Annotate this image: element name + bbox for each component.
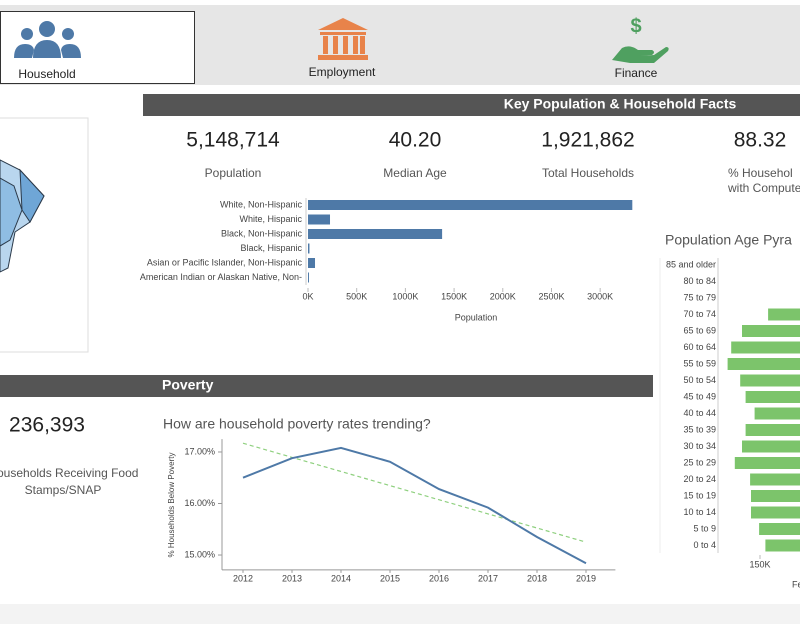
bar	[751, 506, 800, 519]
y-axis-label: % Households Below Poverty	[167, 453, 176, 558]
category-label: Black, Hispanic	[240, 243, 302, 253]
category-label: 50 to 54	[683, 375, 716, 385]
stat-value: 1,921,862	[541, 129, 634, 152]
bar	[751, 490, 800, 502]
x-tick-label: 2016	[429, 573, 449, 583]
x-tick-label: 2012	[233, 573, 253, 583]
bar	[745, 424, 800, 436]
x-tick-label: 2000K	[490, 291, 516, 301]
x-tick-label: 150K	[749, 559, 770, 569]
finance-icon: $	[612, 15, 669, 63]
map	[0, 159, 45, 273]
category-label: 70 to 74	[683, 309, 716, 319]
bar	[727, 358, 800, 370]
bar	[308, 200, 633, 210]
employment-icon	[318, 18, 368, 60]
bar	[740, 374, 800, 387]
x-tick-label: 2017	[478, 573, 498, 583]
category-label: White, Non-Hispanic	[220, 199, 303, 209]
chart-title: Population Age Pyra	[665, 232, 792, 248]
category-label: 20 to 24	[683, 474, 716, 484]
category-label: American Indian or Alaskan Native, Non-	[140, 272, 302, 282]
category-label: Black, Non-Hispanic	[221, 228, 303, 238]
x-tick-label: 2013	[282, 573, 302, 583]
stat-value: 40.20	[389, 129, 442, 152]
x-tick-label: 2019	[576, 573, 596, 583]
category-label: 75 to 79	[683, 292, 716, 302]
category-label: 45 to 49	[683, 391, 716, 401]
category-label: 55 to 59	[683, 358, 716, 368]
stat-value: 5,148,714	[186, 129, 280, 152]
x-tick-label: 0K	[302, 291, 313, 301]
x-axis-label: Fe	[792, 579, 800, 589]
category-label: 10 to 14	[683, 507, 716, 517]
stat-label: with Compute	[727, 181, 800, 195]
svg-text:$: $	[630, 15, 641, 37]
y-tick-label: 17.00%	[184, 446, 215, 456]
stat-label: Median Age	[383, 166, 447, 180]
stat-value: 236,393	[9, 414, 85, 437]
x-axis-label: Population	[455, 312, 498, 322]
bar	[742, 440, 800, 453]
category-label: 30 to 34	[683, 441, 716, 451]
x-tick-label: 3000K	[587, 291, 613, 301]
panel	[0, 0, 800, 604]
category-label: 35 to 39	[683, 424, 716, 434]
category-label: 15 to 19	[683, 490, 716, 500]
category-label: 85 and older	[666, 259, 716, 269]
section-title: Poverty	[162, 377, 214, 393]
x-tick-label: 1500K	[441, 291, 467, 301]
section-header	[0, 375, 653, 397]
section-header	[143, 94, 800, 116]
stat-label: % Househol	[728, 166, 793, 180]
bar	[754, 407, 800, 420]
category-label: 5 to 9	[693, 523, 716, 533]
household-icon	[14, 21, 81, 58]
stat-label: Population	[205, 166, 262, 180]
bar	[745, 391, 800, 403]
nav-tab[interactable]: Employment	[309, 65, 376, 79]
x-tick-label: 500K	[346, 291, 367, 301]
bar	[750, 473, 800, 486]
stat-label: Total Households	[542, 166, 634, 180]
x-tick-label: 2018	[527, 573, 547, 583]
category-label: 0 to 4	[693, 540, 716, 550]
bar	[734, 457, 800, 469]
bar	[308, 229, 443, 239]
nav-tab[interactable]: Household	[18, 67, 75, 81]
bar	[759, 523, 800, 535]
bar	[308, 214, 331, 225]
x-tick-label: 2500K	[538, 291, 564, 301]
bar	[308, 258, 316, 268]
category-label: White, Hispanic	[239, 214, 302, 224]
stat-label: ouseholds Receiving Food	[0, 466, 138, 480]
bar	[731, 341, 800, 354]
bar	[768, 308, 800, 321]
line	[242, 446, 587, 565]
category-label: 40 to 44	[683, 408, 716, 418]
stat-label: Stamps/SNAP	[25, 483, 102, 497]
bar	[308, 243, 310, 254]
category-label: 65 to 69	[683, 325, 716, 335]
chart-title: How are household poverty rates trending…	[163, 416, 431, 432]
nav-tab[interactable]: Finance	[615, 66, 658, 80]
bar	[742, 325, 800, 337]
category-label: 80 to 84	[683, 276, 716, 286]
x-tick-label: 2015	[380, 573, 400, 583]
y-tick-label: 16.00%	[184, 498, 215, 508]
x-tick-label: 2014	[331, 573, 351, 583]
stat-value: 88.32	[734, 129, 787, 152]
category-label: Asian or Pacific Islander, Non-Hispanic	[147, 257, 303, 267]
category-label: 25 to 29	[683, 457, 716, 467]
trend-line	[242, 442, 587, 543]
bar	[308, 272, 309, 283]
y-tick-label: 15.00%	[184, 549, 215, 559]
category-label: 60 to 64	[683, 342, 716, 352]
section-title: Key Population & Household Facts	[504, 96, 737, 112]
x-tick-label: 1000K	[392, 291, 418, 301]
footer	[0, 604, 800, 624]
bar	[765, 539, 800, 552]
